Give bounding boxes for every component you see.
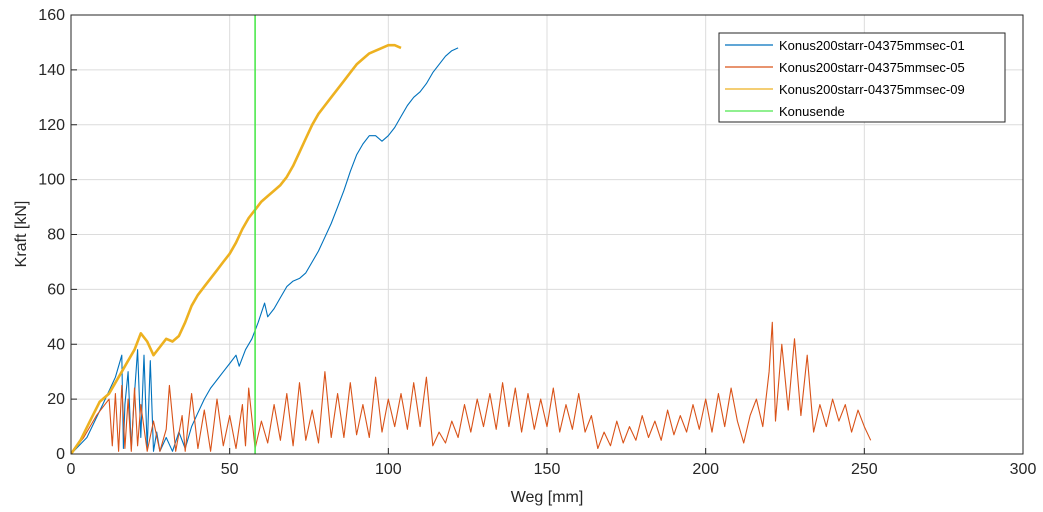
legend-label-series-2: Konus200starr-04375mmsec-05 [779,60,965,75]
series-layer [71,15,872,454]
legend-box [718,32,1006,123]
plot-area [71,15,872,454]
x-axis-title: Weg [mm] [511,489,584,506]
y-tick-label: 120 [38,117,65,134]
legend-label-series-3: Konus200starr-04375mmsec-09 [779,82,965,97]
legend-label-series-4: Konusende [779,104,845,119]
ticks: 0 50 100 150 200 250 300 0 20 40 60 80 100 120 140 160 [38,7,1036,478]
y-tick-label: 0 [56,446,65,463]
y-axis-title: Kraft [kN] [13,201,30,268]
x-tick-label: 300 [1010,461,1037,478]
y-tick-label: 60 [47,281,65,298]
y-tick-label: 160 [38,7,65,24]
x-tick-label: 100 [375,461,402,478]
series-line-3 [71,43,402,454]
legend: Konus200starr-04375mmsec-01 Konus200star… [718,32,1006,123]
series-line-2 [71,321,872,454]
y-tick-label: 140 [38,62,65,79]
legend-label-series-1: Konus200starr-04375mmsec-01 [779,38,965,53]
x-tick-label: 200 [692,461,719,478]
y-tick-label: 20 [47,391,65,408]
y-tick-label: 80 [47,227,65,244]
x-tick-label: 250 [851,461,878,478]
y-tick-label: 100 [38,172,65,189]
y-tick-label: 40 [47,336,65,353]
x-tick-label: 50 [221,461,239,478]
x-tick-label: 150 [534,461,561,478]
x-tick-label: 0 [67,461,76,478]
